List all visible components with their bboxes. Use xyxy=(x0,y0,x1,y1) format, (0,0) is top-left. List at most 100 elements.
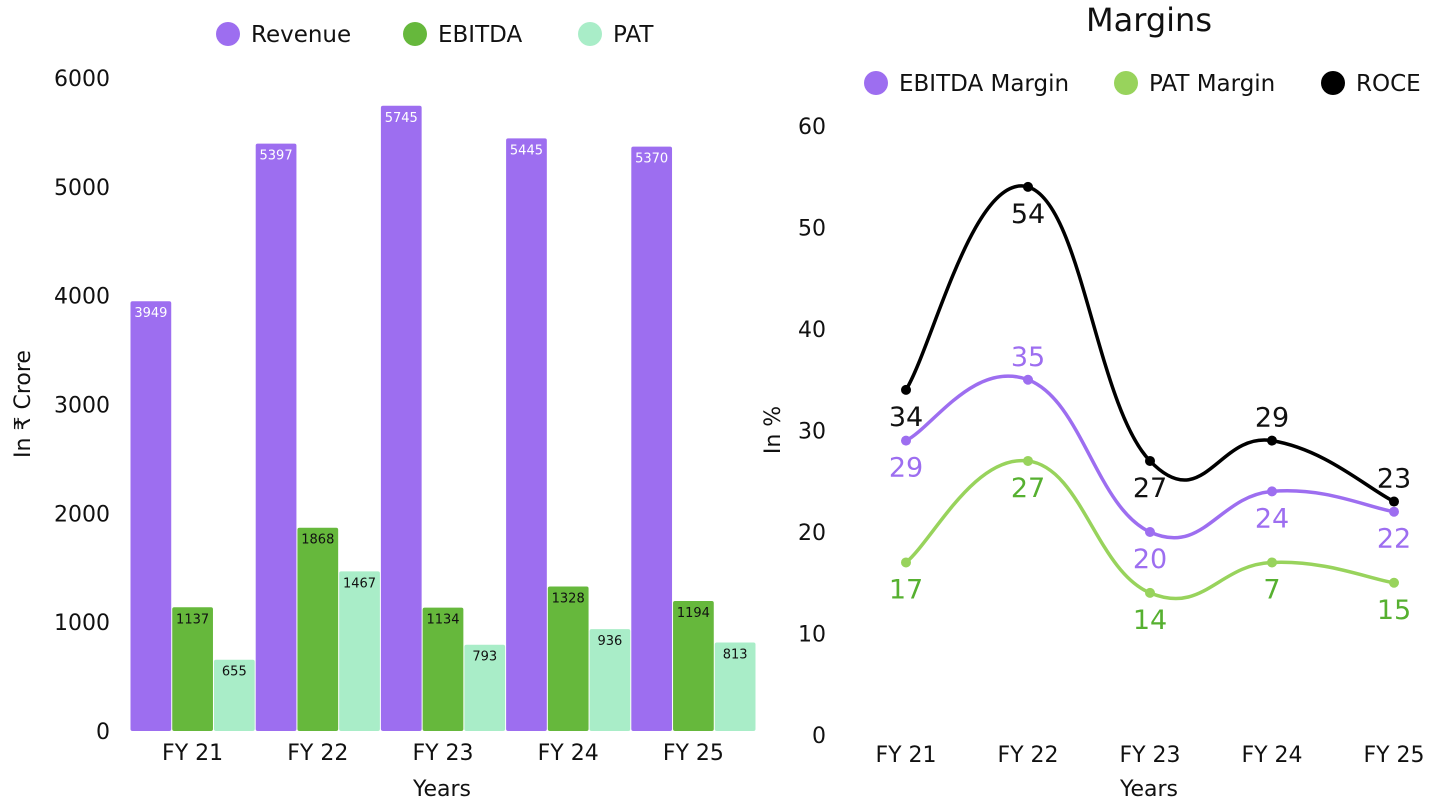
bar-chart: Revenue EBITDA PAT 0 1000 2000 3000 4000 5000 60… xyxy=(11,22,756,802)
point-roce-fy-25 xyxy=(1389,496,1399,507)
point-roce-fy-21 xyxy=(901,384,911,395)
legend-label: PAT xyxy=(613,22,654,48)
bar-chart-x-axis-title: Years xyxy=(412,777,471,802)
bar-ebitda-fy-25 xyxy=(673,601,714,731)
point-pat-margin-fy-25 xyxy=(1389,577,1399,588)
point-pat-margin-fy-22 xyxy=(1023,455,1033,466)
bar-pat-fy-22 xyxy=(339,571,380,731)
line-chart-title: Margins xyxy=(1086,1,1212,39)
bar-legend-item-pat: PAT xyxy=(578,22,654,48)
point-ebitda-margin-fy-23 xyxy=(1145,527,1155,537)
bar-chart-x-axis: FY 21 FY 22 FY 23 FY 24 FY 25 xyxy=(162,741,724,766)
bar-chart-bars xyxy=(130,105,756,732)
bar-chart-y-axis: 0 1000 2000 3000 4000 5000 6000 xyxy=(54,67,110,745)
bar-x-tick-label: FY 23 xyxy=(412,741,473,766)
bar-label-ebitda-fy-25: 1194 xyxy=(677,606,710,621)
bar-y-tick-label: 4000 xyxy=(54,285,110,310)
bar-x-tick-label: FY 24 xyxy=(538,741,599,766)
legend-label: EBITDA Margin xyxy=(899,71,1069,97)
line-chart-points xyxy=(901,181,1399,598)
point-ebitda-margin-fy-21 xyxy=(901,435,911,446)
point-pat-margin-fy-24 xyxy=(1267,557,1277,568)
line-label-roce-fy-24: 29 xyxy=(1255,403,1289,434)
point-ebitda-margin-fy-24 xyxy=(1267,486,1277,497)
legend-label: PAT Margin xyxy=(1149,71,1275,97)
bar-chart-legend: Revenue EBITDA PAT xyxy=(216,22,654,48)
line-chart-legend: EBITDA Margin PAT Margin ROCE xyxy=(864,71,1421,97)
bar-label-revenue-fy-21: 3949 xyxy=(134,306,167,321)
bar-pat-fy-23 xyxy=(464,644,506,731)
line-chart-y-axis: 0 10 20 30 40 50 60 xyxy=(798,115,826,749)
bar-ebitda-fy-24 xyxy=(547,586,589,731)
line-x-tick-label: FY 25 xyxy=(1363,743,1424,768)
line-series-roce xyxy=(904,184,1396,504)
bar-pat-fy-25 xyxy=(714,642,756,731)
line-legend-item-roce: ROCE xyxy=(1321,71,1421,97)
bar-revenue-fy-21 xyxy=(130,301,172,731)
line-chart-data-labels: 29 35 20 24 22 17 27 14 7 15 34 54 27 29 23 xyxy=(889,199,1411,636)
line-legend-item-pat-margin: PAT Margin xyxy=(1114,71,1275,97)
line-label-ebitda-margin-fy-21: 29 xyxy=(889,453,923,484)
bar-revenue-fy-22 xyxy=(255,143,297,732)
bar-y-tick-label: 5000 xyxy=(54,176,110,201)
point-ebitda-margin-fy-22 xyxy=(1023,374,1033,385)
bar-ebitda-fy-22 xyxy=(297,527,339,731)
line-label-roce-fy-23: 27 xyxy=(1133,473,1167,504)
bar-y-tick-label: 0 xyxy=(96,720,110,745)
bar-label-pat-fy-24: 936 xyxy=(598,634,623,649)
legend-swatch-icon xyxy=(403,22,427,46)
point-pat-margin-fy-21 xyxy=(901,557,911,568)
line-label-ebitda-margin-fy-25: 22 xyxy=(1377,524,1411,555)
bar-pat-fy-24 xyxy=(589,629,631,731)
bar-ebitda-fy-23 xyxy=(422,607,464,731)
legend-swatch-icon xyxy=(864,71,888,95)
bar-x-tick-label: FY 25 xyxy=(663,741,724,766)
line-y-tick-label: 10 xyxy=(798,623,826,648)
bar-y-tick-label: 3000 xyxy=(54,394,110,419)
legend-swatch-icon xyxy=(1114,71,1138,95)
bar-label-pat-fy-22: 1467 xyxy=(343,576,376,591)
bar-x-tick-label: FY 22 xyxy=(287,741,348,766)
bar-ebitda-fy-21 xyxy=(172,607,213,731)
bar-label-ebitda-fy-21: 1137 xyxy=(176,612,209,627)
legend-swatch-icon xyxy=(1321,71,1345,95)
bar-label-ebitda-fy-22: 1868 xyxy=(301,533,334,548)
bar-label-ebitda-fy-24: 1328 xyxy=(552,591,585,606)
line-chart: Margins EBITDA Margin PAT Margin ROCE 0 10 2… xyxy=(761,1,1425,802)
line-label-pat-margin-fy-21: 17 xyxy=(889,574,923,605)
line-chart-y-axis-title: In % xyxy=(761,406,786,454)
line-y-tick-label: 60 xyxy=(798,115,826,140)
bar-y-tick-label: 2000 xyxy=(54,502,110,527)
bar-legend-item-revenue: Revenue xyxy=(216,22,351,48)
bar-label-revenue-fy-22: 5397 xyxy=(260,149,293,164)
bar-revenue-fy-23 xyxy=(380,105,422,731)
line-label-roce-fy-21: 34 xyxy=(889,402,923,433)
bar-label-pat-fy-21: 655 xyxy=(222,665,247,680)
bar-label-revenue-fy-23: 5745 xyxy=(385,111,418,126)
bar-legend-item-ebitda: EBITDA xyxy=(403,22,522,48)
bar-chart-data-labels: 3949 1137 655 5397 1868 1467 5745 1134 793 5445 13… xyxy=(134,111,747,680)
line-y-tick-label: 30 xyxy=(798,420,826,445)
bar-label-pat-fy-25: 813 xyxy=(723,648,748,663)
line-x-tick-label: FY 24 xyxy=(1241,743,1302,768)
bar-label-ebitda-fy-23: 1134 xyxy=(426,613,459,628)
line-label-ebitda-margin-fy-24: 24 xyxy=(1255,503,1289,534)
line-x-tick-label: FY 22 xyxy=(997,743,1058,768)
point-roce-fy-22 xyxy=(1023,181,1033,192)
point-ebitda-margin-fy-25 xyxy=(1389,506,1399,517)
bar-y-tick-label: 6000 xyxy=(54,67,110,92)
bar-x-tick-label: FY 21 xyxy=(162,741,223,766)
legend-label: ROCE xyxy=(1356,71,1421,97)
line-chart-x-axis: FY 21 FY 22 FY 23 FY 24 FY 25 xyxy=(875,743,1424,768)
legend-swatch-icon xyxy=(578,22,602,46)
bar-revenue-fy-25 xyxy=(631,146,673,731)
legend-label: Revenue xyxy=(251,22,351,48)
legend-label: EBITDA xyxy=(438,22,522,48)
line-label-pat-margin-fy-22: 27 xyxy=(1011,473,1045,504)
line-series-pat-margin xyxy=(904,459,1396,601)
line-label-ebitda-margin-fy-23: 20 xyxy=(1133,544,1167,575)
line-x-tick-label: FY 23 xyxy=(1119,743,1180,768)
line-label-roce-fy-22: 54 xyxy=(1011,199,1045,230)
bar-label-revenue-fy-25: 5370 xyxy=(635,152,668,167)
